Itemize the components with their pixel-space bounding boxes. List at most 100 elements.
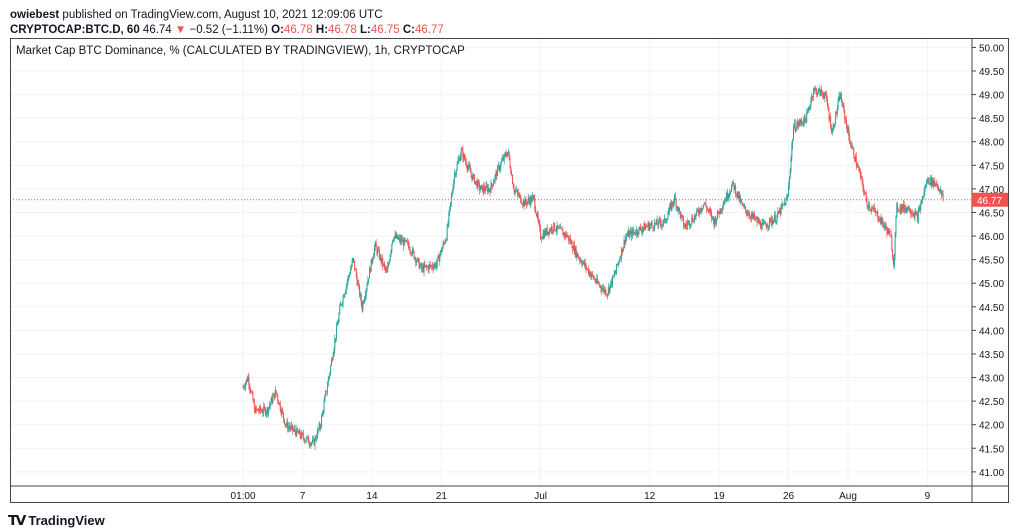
candle-body bbox=[280, 409, 282, 414]
candle-body bbox=[909, 211, 911, 213]
candle-body bbox=[639, 227, 641, 229]
candle-body bbox=[767, 226, 769, 228]
candle-body bbox=[635, 229, 637, 235]
x-tick-label: Jul bbox=[534, 491, 547, 502]
candle-body bbox=[662, 223, 664, 225]
candle-body bbox=[683, 218, 685, 227]
candle-body bbox=[370, 259, 372, 272]
candle-body bbox=[563, 232, 565, 236]
candle-body bbox=[285, 424, 287, 426]
candle-body bbox=[630, 230, 632, 233]
candle-body bbox=[666, 219, 668, 221]
candle-body bbox=[760, 227, 762, 230]
candle-body bbox=[647, 223, 649, 227]
candle-body bbox=[454, 173, 456, 176]
candle-body bbox=[745, 210, 747, 214]
candle-body bbox=[697, 210, 699, 214]
candle-body bbox=[884, 224, 886, 226]
candle-body bbox=[860, 176, 862, 178]
candle-body bbox=[740, 199, 742, 203]
candle-body bbox=[511, 174, 513, 176]
candle-body bbox=[496, 172, 498, 177]
candle-body bbox=[811, 96, 813, 98]
publisher-name[interactable]: owiebest bbox=[10, 9, 60, 21]
candle-body bbox=[835, 112, 837, 114]
low-value: 46.75 bbox=[370, 24, 400, 36]
candle-body bbox=[801, 121, 803, 124]
candle-body bbox=[825, 93, 827, 95]
candle-body bbox=[659, 219, 661, 221]
candle-body bbox=[831, 131, 833, 133]
candle-body bbox=[707, 209, 709, 211]
candle-body bbox=[519, 194, 521, 196]
tradingview-logo[interactable]: 𝗧𝗩 TradingView bbox=[8, 512, 105, 529]
candle-body bbox=[589, 271, 591, 277]
candle-body bbox=[414, 257, 416, 259]
candle-body bbox=[473, 174, 475, 184]
candle-body bbox=[489, 190, 491, 193]
candle-body bbox=[283, 418, 285, 424]
candle-body bbox=[522, 200, 524, 205]
candle-body bbox=[880, 217, 882, 224]
candle-body bbox=[903, 203, 905, 211]
candle-body bbox=[635, 233, 637, 235]
candle-body bbox=[488, 188, 490, 192]
candle-body bbox=[269, 405, 271, 408]
candle-body bbox=[500, 162, 502, 168]
candle-body bbox=[770, 218, 772, 224]
candle-body bbox=[701, 209, 703, 211]
tradingview-logo-icon: 𝗧𝗩 bbox=[8, 512, 26, 528]
candle-body bbox=[771, 220, 773, 224]
candle-body bbox=[357, 283, 359, 285]
candle-body bbox=[772, 220, 774, 224]
candle-body bbox=[753, 214, 755, 218]
candle-body bbox=[897, 210, 899, 211]
candle-body bbox=[876, 212, 878, 213]
candle-body bbox=[322, 411, 324, 413]
candle-body bbox=[889, 231, 891, 233]
candle-body bbox=[602, 288, 604, 291]
close-label: C: bbox=[402, 24, 416, 36]
candle-body bbox=[321, 416, 323, 427]
candle-body bbox=[878, 220, 880, 222]
candle-body bbox=[870, 209, 872, 211]
candle-body bbox=[665, 220, 667, 222]
candle-body bbox=[494, 175, 496, 181]
candle-body bbox=[265, 412, 267, 415]
candle-body bbox=[452, 188, 454, 193]
candle-body bbox=[397, 238, 399, 240]
candle-body bbox=[580, 259, 582, 263]
candle-body bbox=[330, 359, 332, 366]
candle-body bbox=[513, 188, 515, 193]
candle-body bbox=[424, 264, 426, 267]
candle-body bbox=[932, 177, 934, 187]
candle-body bbox=[352, 258, 354, 261]
candle-body bbox=[483, 186, 485, 191]
candle-body bbox=[554, 230, 556, 231]
candle-body bbox=[588, 271, 590, 274]
candle-body bbox=[297, 431, 299, 434]
candle-body bbox=[410, 251, 412, 254]
x-tick-label: 19 bbox=[714, 491, 726, 502]
candle-body bbox=[383, 263, 385, 267]
y-tick-label: 49.00 bbox=[979, 91, 1004, 102]
candle-body bbox=[393, 236, 395, 240]
candle-body bbox=[604, 289, 606, 292]
candle-body bbox=[292, 429, 294, 431]
candle-body bbox=[508, 151, 510, 159]
candle-body bbox=[549, 229, 551, 234]
candle-body bbox=[244, 387, 246, 389]
candle-body bbox=[816, 89, 818, 95]
candle-body bbox=[764, 222, 766, 225]
down-arrow-icon: ▼ bbox=[174, 24, 187, 36]
candle-body bbox=[893, 255, 895, 265]
candle-body bbox=[506, 155, 508, 157]
candle-body bbox=[653, 228, 655, 230]
candle-body bbox=[611, 276, 613, 285]
candle-body bbox=[652, 225, 654, 229]
candle-body bbox=[916, 213, 918, 222]
candle-body bbox=[844, 110, 846, 120]
candle-body bbox=[703, 203, 705, 205]
candle-body bbox=[704, 202, 706, 204]
